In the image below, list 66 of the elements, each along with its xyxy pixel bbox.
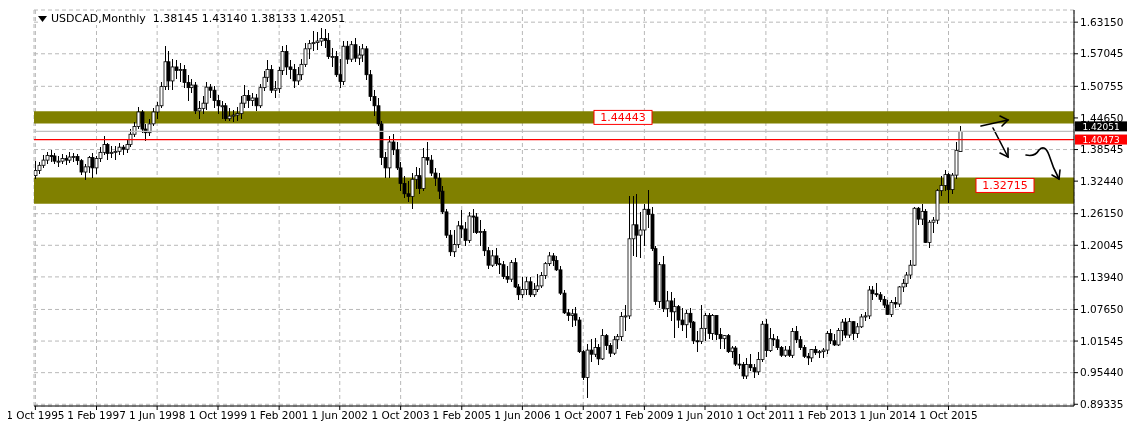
y-tick-label: 1.50755 bbox=[1080, 80, 1124, 93]
y-tick-label: 1.20045 bbox=[1080, 239, 1124, 252]
x-tick-label: 1 Jun 2014 bbox=[859, 409, 917, 422]
candlestick bbox=[166, 50, 171, 91]
chart-title: USDCAD,Monthly 1.38145 1.43140 1.38133 1.42051 bbox=[51, 12, 346, 25]
y-tick-label: 1.01545 bbox=[1080, 334, 1124, 347]
x-tick-label: 1 Feb 2001 bbox=[249, 409, 309, 422]
candlestick bbox=[520, 275, 525, 299]
y-tick-label: 0.95440 bbox=[1080, 366, 1124, 379]
candlestick bbox=[684, 309, 689, 339]
x-tick-label: 1 Feb 2013 bbox=[797, 409, 857, 422]
candlestick bbox=[353, 37, 358, 63]
candlestick bbox=[284, 44, 289, 76]
candlestick bbox=[34, 160, 38, 180]
x-tick-label: 1 Oct 2015 bbox=[919, 409, 978, 422]
candlestick bbox=[178, 62, 183, 84]
x-tick-label: 1 Oct 2007 bbox=[554, 409, 613, 422]
x-tick-label: 1 Oct 1995 bbox=[6, 409, 65, 422]
candlestick bbox=[528, 275, 533, 298]
candlestick bbox=[357, 45, 362, 67]
y-tick-label: 1.57045 bbox=[1080, 47, 1124, 60]
x-tick-label: 1 Jun 2010 bbox=[676, 409, 734, 422]
candlestick bbox=[535, 273, 540, 293]
candlestick bbox=[204, 81, 209, 111]
x-tick-label: 1 Feb 2005 bbox=[432, 409, 492, 422]
candlestick bbox=[478, 219, 483, 247]
candlestick bbox=[246, 89, 251, 109]
candlestick bbox=[726, 332, 731, 354]
x-tick-label: 1 Oct 1999 bbox=[188, 409, 248, 422]
candlestick bbox=[843, 317, 848, 339]
candlestick bbox=[174, 59, 179, 80]
candlestick bbox=[600, 328, 605, 362]
candlestick bbox=[501, 260, 506, 280]
candlestick bbox=[672, 297, 677, 339]
y-tick-label: 1.07650 bbox=[1080, 303, 1124, 316]
ref-line-label: 1.40473 bbox=[1082, 135, 1120, 146]
ref-line-label: 1.42051 bbox=[1082, 121, 1120, 132]
candlestick bbox=[269, 64, 274, 94]
x-tick-label: 1 Jun 2006 bbox=[494, 409, 551, 422]
candlestick bbox=[292, 63, 297, 89]
candlestick bbox=[349, 40, 354, 63]
candlestick bbox=[319, 27, 324, 47]
x-tick-label: 1 Jun 1998 bbox=[128, 409, 186, 422]
x-tick-label: 1 Oct 2011 bbox=[736, 409, 795, 422]
y-tick-label: 1.63150 bbox=[1080, 15, 1124, 28]
candlestick bbox=[406, 180, 411, 203]
x-tick-label: 1 Jun 2002 bbox=[311, 409, 368, 422]
candlestick bbox=[634, 193, 639, 258]
candlestick bbox=[524, 275, 529, 296]
candlestick bbox=[570, 308, 575, 328]
x-tick-label: 1 Feb 2009 bbox=[615, 409, 674, 422]
candlestick bbox=[710, 313, 715, 341]
candlestick bbox=[847, 317, 852, 339]
y-tick-label: 1.44650 bbox=[1080, 111, 1124, 124]
candlestick bbox=[612, 335, 617, 356]
x-tick-label: 1 Feb 1997 bbox=[67, 409, 126, 422]
y-tick-label: 1.13940 bbox=[1080, 270, 1124, 283]
band-label: 1.32715 bbox=[982, 179, 1028, 193]
candlestick bbox=[170, 58, 175, 91]
y-tick-label: 1.26150 bbox=[1080, 207, 1124, 220]
candlestick bbox=[680, 307, 685, 333]
y-tick-label: 0.89335 bbox=[1080, 397, 1124, 410]
y-tick-label: 1.32440 bbox=[1080, 174, 1124, 187]
x-tick-label: 1 Oct 2003 bbox=[371, 409, 430, 422]
candlestick bbox=[946, 172, 951, 204]
y-tick-label: 1.38545 bbox=[1080, 143, 1124, 156]
